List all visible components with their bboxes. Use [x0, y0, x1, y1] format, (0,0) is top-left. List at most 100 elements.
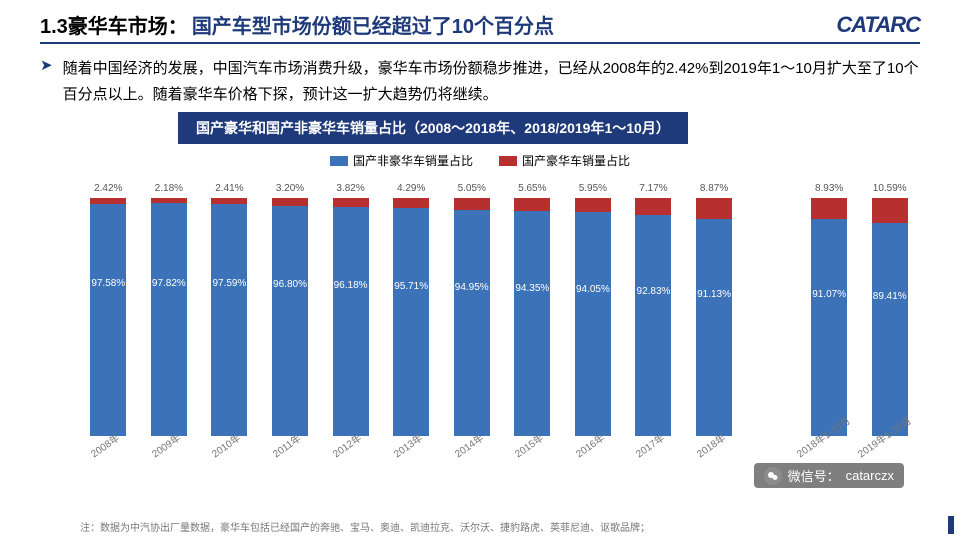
bar-slot: 8.87%91.13% [684, 198, 745, 436]
bar: 10.59%89.41% [872, 198, 908, 436]
bar-top-label: 8.87% [696, 183, 732, 194]
x-tick: 2013年 [381, 436, 442, 476]
legend-item: 国产豪华车销量占比 [499, 152, 630, 169]
wechat-id: catarczx [846, 468, 894, 483]
bar-slot: 5.95%94.05% [563, 198, 624, 436]
bar-slot: 5.65%94.35% [502, 198, 563, 436]
x-tick: 2018年 [684, 436, 745, 476]
x-tick: 2017年 [623, 436, 684, 476]
bar-mid-label: 96.80% [272, 279, 308, 290]
bar-segment-nonluxury [872, 223, 908, 436]
bar-top-label: 2.41% [211, 183, 247, 194]
bar-mid-label: 91.07% [811, 289, 847, 300]
bar: 3.20%96.80% [272, 198, 308, 436]
bar-mid-label: 97.58% [90, 278, 126, 289]
x-tick: 2015年 [502, 436, 563, 476]
bar-top-label: 2.42% [90, 183, 126, 194]
bar-segment-luxury [393, 198, 429, 208]
bar-mid-label: 89.41% [872, 291, 908, 302]
bar-mid-label: 94.05% [575, 284, 611, 295]
bar-slot: 7.17%92.83% [623, 198, 684, 436]
bar-top-label: 3.20% [272, 183, 308, 194]
bar-top-label: 8.93% [811, 183, 847, 194]
title-section: 1.3豪华车市场： [40, 16, 188, 38]
bar-segment-luxury [635, 198, 671, 215]
bar-top-label: 5.65% [514, 183, 550, 194]
bar-slot: 2.41%97.59% [199, 198, 260, 436]
bar-top-label: 10.59% [872, 183, 908, 194]
bar: 5.05%94.95% [454, 198, 490, 436]
title-main: 国产车型市场份额已经超过了10个百分点 [192, 16, 554, 38]
wechat-badge: 微信号： catarczx [754, 463, 904, 488]
legend-label: 国产豪华车销量占比 [522, 152, 630, 169]
x-tick: 2016年 [563, 436, 624, 476]
bar-mid-label: 92.83% [635, 286, 671, 297]
bar-top-label: 5.05% [454, 183, 490, 194]
bar-top-label: 7.17% [635, 183, 671, 194]
page-title: 1.3豪华车市场：国产车型市场份额已经超过了10个百分点 [40, 10, 554, 39]
bar-segment-nonluxury [211, 204, 247, 436]
bar-slot: 5.05%94.95% [441, 198, 502, 436]
bar-slot: 10.59%89.41% [859, 198, 920, 436]
x-tick: 2014年 [441, 436, 502, 476]
bars-container: 2.42%97.58%2.18%97.82%2.41%97.59%3.20%96… [78, 176, 920, 436]
bar-segment-luxury [696, 198, 732, 219]
bar-segment-luxury [872, 198, 908, 223]
bullet-arrow-icon: ➤ [40, 56, 53, 74]
bar-segment-luxury [811, 198, 847, 219]
bar: 3.82%96.18% [333, 198, 369, 436]
bar-mid-label: 95.71% [393, 281, 429, 292]
bar-top-label: 4.29% [393, 183, 429, 194]
bar-segment-nonluxury [514, 211, 550, 436]
bar-segment-nonluxury [333, 207, 369, 436]
bar-slot: 8.93%91.07% [799, 198, 860, 436]
legend-item: 国产非豪华车销量占比 [330, 152, 473, 169]
x-tick: 2011年 [260, 436, 321, 476]
bar: 8.93%91.07% [811, 198, 847, 436]
legend: 国产非豪华车销量占比 国产豪华车销量占比 [0, 152, 960, 169]
wechat-label: 微信号： [788, 466, 840, 485]
bar: 7.17%92.83% [635, 198, 671, 436]
title-row: 1.3豪华车市场：国产车型市场份额已经超过了10个百分点 CATARC [40, 10, 920, 39]
bar: 5.95%94.05% [575, 198, 611, 436]
bar: 2.18%97.82% [151, 198, 187, 436]
bar-segment-luxury [272, 198, 308, 206]
bar-segment-nonluxury [454, 210, 490, 436]
bar-segment-nonluxury [635, 215, 671, 436]
legend-swatch-lux [499, 156, 517, 166]
bar-segment-luxury [514, 198, 550, 211]
bar: 2.42%97.58% [90, 198, 126, 436]
bar-slot: 2.42%97.58% [78, 198, 139, 436]
corner-mark [948, 516, 954, 534]
bar-slot: 3.20%96.80% [260, 198, 321, 436]
legend-swatch-nonlux [330, 156, 348, 166]
x-tick: 2009年 [139, 436, 200, 476]
bar-segment-nonluxury [811, 219, 847, 436]
x-tick: 2010年 [199, 436, 260, 476]
bar-mid-label: 94.35% [514, 283, 550, 294]
bar: 2.41%97.59% [211, 198, 247, 436]
x-tick: 2012年 [320, 436, 381, 476]
bar-segment-luxury [454, 198, 490, 210]
bar-mid-label: 96.18% [333, 280, 369, 291]
bar-segment-nonluxury [696, 219, 732, 436]
bar-mid-label: 91.13% [696, 289, 732, 300]
bar: 4.29%95.71% [393, 198, 429, 436]
catarc-logo: CATARC [836, 12, 920, 38]
title-underline [40, 42, 920, 44]
bar-segment-luxury [333, 198, 369, 207]
chart-subtitle: 国产豪华和国产非豪华车销量占比（2008～2018年、2018/2019年1～1… [178, 112, 688, 144]
bar: 5.65%94.35% [514, 198, 550, 436]
bar-mid-label: 97.82% [151, 278, 187, 289]
bar-slot: 3.82%96.18% [320, 198, 381, 436]
stacked-bar-chart: 2.42%97.58%2.18%97.82%2.41%97.59%3.20%96… [78, 176, 920, 476]
bar-mid-label: 97.59% [211, 278, 247, 289]
bar-segment-nonluxury [393, 208, 429, 436]
bar-top-label: 2.18% [151, 183, 187, 194]
bar-segment-luxury [575, 198, 611, 212]
legend-label: 国产非豪华车销量占比 [353, 152, 473, 169]
bar-top-label: 3.82% [333, 183, 369, 194]
bullet-text: 随着中国经济的发展，中国汽车市场消费升级，豪华车市场份额稳步推进，已经从2008… [63, 56, 920, 107]
bar-slot: 4.29%95.71% [381, 198, 442, 436]
bar-segment-nonluxury [272, 206, 308, 436]
